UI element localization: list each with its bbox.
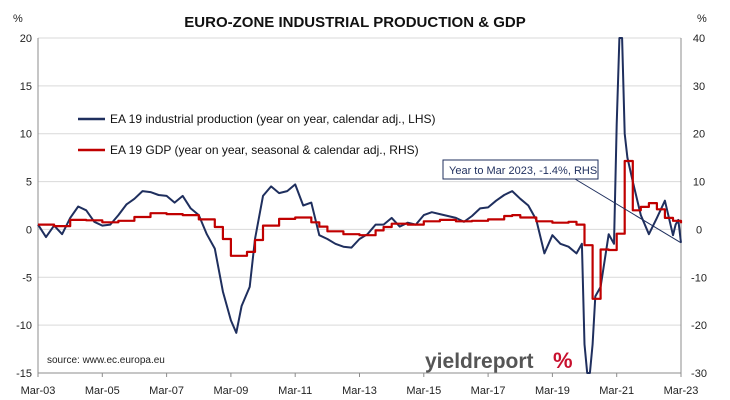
right-tick-label: -20: [691, 320, 707, 332]
right-tick-label: 0: [696, 224, 702, 236]
left-tick-label: 0: [26, 224, 32, 236]
series-line-gdp: [38, 159, 683, 300]
right-tick-label: 40: [693, 33, 705, 45]
series-line-industrial-production: [37, 37, 682, 374]
logo-wordmark: yieldreport: [425, 350, 534, 373]
x-tick-label: Mar-13: [342, 385, 377, 397]
series-lines: [37, 37, 683, 374]
left-axis-ticks: 20 15 10 5 0 -5 -10 -15: [16, 33, 32, 380]
source-note: source: www.ec.europa.eu: [47, 355, 165, 366]
x-tick-label: Mar-07: [149, 385, 184, 397]
legend-label-gdp: EA 19 GDP (year on year, seasonal & cale…: [110, 143, 419, 157]
logo-percent: %: [553, 348, 573, 373]
x-tick-label: Mar-05: [85, 385, 120, 397]
left-tick-label: -15: [16, 368, 32, 380]
right-tick-label: 20: [693, 129, 705, 141]
left-tick-label: 10: [20, 129, 32, 141]
left-tick-label: 5: [26, 177, 32, 189]
x-tick-label: Mar-11: [278, 385, 312, 397]
annotation-box: [442, 159, 599, 180]
legend-label-ip: EA 19 industrial production (year on yea…: [110, 112, 436, 126]
right-axis-ticks: 40 30 20 10 0 -10 -20 -30: [691, 33, 707, 380]
right-tick-label: -10: [691, 272, 707, 284]
left-axis-unit: %: [13, 13, 23, 25]
x-tick-label: Mar-09: [213, 385, 248, 397]
left-tick-label: 20: [20, 33, 32, 45]
annotation-label: Year to Mar 2023, -1.4%, RHS: [449, 165, 597, 177]
left-tick-label: -10: [16, 320, 32, 332]
right-axis-unit: %: [697, 13, 707, 25]
right-tick-label: 10: [693, 177, 705, 189]
right-tick-label: -30: [691, 368, 707, 380]
x-tick-label: Mar-21: [599, 385, 634, 397]
left-tick-label: -5: [22, 272, 32, 284]
chart-title: EURO-ZONE INDUSTRIAL PRODUCTION & GDP: [184, 14, 525, 31]
x-tick-label: Mar-15: [406, 385, 441, 397]
left-tick-label: 15: [20, 81, 32, 93]
annotation-pointer: [574, 178, 682, 244]
x-tick-label: Mar-19: [535, 385, 570, 397]
x-tick-label: Mar-17: [471, 385, 506, 397]
x-tick-label: Mar-03: [21, 385, 56, 397]
x-tick-label: Mar-23: [664, 385, 699, 397]
gridlines: [38, 37, 681, 326]
x-axis-ticks: Mar-03 Mar-05 Mar-07 Mar-09 Mar-11 Mar-13 Mar-…: [21, 373, 699, 397]
right-tick-label: 30: [693, 81, 705, 93]
